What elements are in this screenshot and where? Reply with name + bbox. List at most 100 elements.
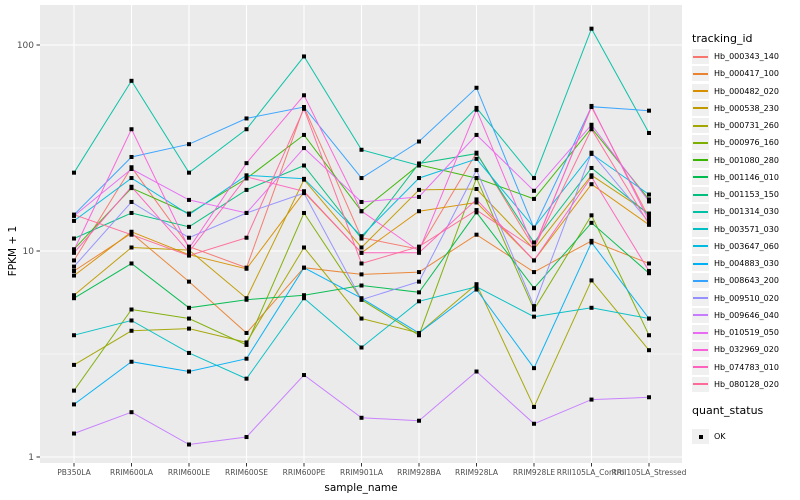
data-point bbox=[187, 369, 191, 374]
data-point bbox=[302, 373, 306, 378]
data-point bbox=[532, 404, 536, 409]
data-point bbox=[359, 199, 364, 204]
legend-title-tracking-id: tracking_id bbox=[692, 32, 753, 45]
data-point bbox=[129, 210, 134, 215]
data-point bbox=[359, 283, 364, 288]
data-point bbox=[129, 318, 134, 323]
data-point bbox=[417, 209, 421, 214]
data-point bbox=[417, 330, 421, 335]
legend-item: Hb_010519_050 bbox=[692, 324, 779, 341]
legend-label: Hb_003571_030 bbox=[714, 224, 779, 234]
data-point bbox=[129, 359, 134, 364]
data-point bbox=[417, 418, 421, 423]
data-point bbox=[187, 142, 191, 147]
data-point bbox=[532, 246, 536, 251]
legend-swatch bbox=[692, 204, 709, 220]
data-point bbox=[474, 85, 479, 90]
data-point bbox=[244, 342, 249, 347]
data-point bbox=[647, 316, 651, 321]
legend-line-icon bbox=[693, 331, 708, 334]
data-point bbox=[647, 218, 651, 223]
legend-line-icon bbox=[693, 245, 708, 248]
legend-line-icon bbox=[693, 314, 708, 317]
legend-item: Hb_074783_010 bbox=[692, 359, 779, 376]
data-point bbox=[474, 369, 479, 374]
legend-line-icon bbox=[693, 176, 708, 179]
legend-line-icon bbox=[693, 124, 708, 127]
data-point bbox=[589, 150, 594, 155]
data-point bbox=[244, 376, 249, 381]
data-point bbox=[647, 271, 651, 276]
data-point bbox=[532, 286, 536, 291]
legend-item: Hb_009646_040 bbox=[692, 307, 779, 324]
x-tick-label: RRIM600LE bbox=[168, 468, 211, 477]
data-point bbox=[72, 250, 76, 255]
legend-line-icon bbox=[693, 72, 708, 75]
data-point bbox=[359, 415, 364, 420]
legend-item: Hb_003571_030 bbox=[692, 221, 779, 238]
data-point bbox=[647, 199, 651, 204]
data-point bbox=[72, 264, 76, 269]
legend-label: Hb_000538_230 bbox=[714, 103, 779, 113]
data-point bbox=[187, 197, 191, 202]
legend-label: Hb_009646_040 bbox=[714, 310, 779, 320]
legend-line-icon bbox=[693, 141, 708, 144]
data-point bbox=[474, 186, 479, 191]
data-point bbox=[589, 213, 594, 218]
data-point bbox=[129, 410, 134, 415]
legend-line-icon bbox=[693, 383, 708, 386]
data-point bbox=[187, 326, 191, 331]
y-tick-label: 100 bbox=[17, 41, 34, 51]
data-point bbox=[359, 272, 364, 277]
data-point bbox=[187, 279, 191, 284]
data-point bbox=[72, 431, 76, 436]
legend-title-quant-status: quant_status bbox=[692, 404, 764, 417]
legend-swatch bbox=[692, 273, 709, 289]
data-point bbox=[417, 161, 421, 166]
legend-line-icon bbox=[693, 193, 708, 196]
data-point bbox=[302, 245, 306, 250]
data-point bbox=[302, 296, 306, 301]
data-point bbox=[244, 127, 249, 132]
legend-swatch bbox=[692, 100, 709, 116]
legend-item-list: Hb_000343_140 Hb_000417_100 Hb_000482_020 H… bbox=[692, 48, 779, 393]
data-point bbox=[129, 261, 134, 266]
legend-label: Hb_080128_020 bbox=[714, 379, 779, 389]
data-point bbox=[129, 176, 134, 181]
data-point bbox=[302, 265, 306, 270]
data-point bbox=[244, 116, 249, 121]
data-point bbox=[72, 273, 76, 278]
legend-swatch bbox=[692, 342, 709, 358]
data-point bbox=[647, 395, 651, 400]
legend-swatch bbox=[692, 66, 709, 82]
data-point bbox=[187, 442, 191, 447]
data-point bbox=[474, 210, 479, 215]
legend-item: Hb_009510_020 bbox=[692, 290, 779, 307]
legend-item: Hb_000731_260 bbox=[692, 117, 779, 134]
data-point bbox=[589, 174, 594, 179]
legend-line-icon bbox=[693, 159, 708, 162]
legend-swatch bbox=[692, 187, 709, 203]
data-point bbox=[589, 127, 594, 132]
data-point bbox=[474, 282, 479, 287]
data-point bbox=[302, 163, 306, 168]
data-point bbox=[129, 167, 134, 172]
ok-key bbox=[692, 429, 709, 445]
data-point bbox=[417, 176, 421, 181]
data-point bbox=[302, 93, 306, 98]
legend-line-icon bbox=[693, 279, 708, 282]
legend-label: Hb_000343_140 bbox=[714, 52, 779, 62]
data-point bbox=[589, 182, 594, 187]
data-point bbox=[532, 226, 536, 231]
data-point bbox=[244, 210, 249, 215]
legend-swatch bbox=[692, 325, 709, 341]
legend-line-icon bbox=[693, 107, 708, 110]
data-point bbox=[72, 218, 76, 223]
legend-line-icon bbox=[693, 348, 708, 351]
legend-label: Hb_004883_030 bbox=[714, 259, 779, 269]
legend-swatch bbox=[692, 83, 709, 99]
data-point bbox=[417, 299, 421, 304]
legend-line-icon bbox=[693, 210, 708, 213]
data-point bbox=[302, 106, 306, 111]
legend-label: Hb_000417_100 bbox=[714, 69, 779, 79]
